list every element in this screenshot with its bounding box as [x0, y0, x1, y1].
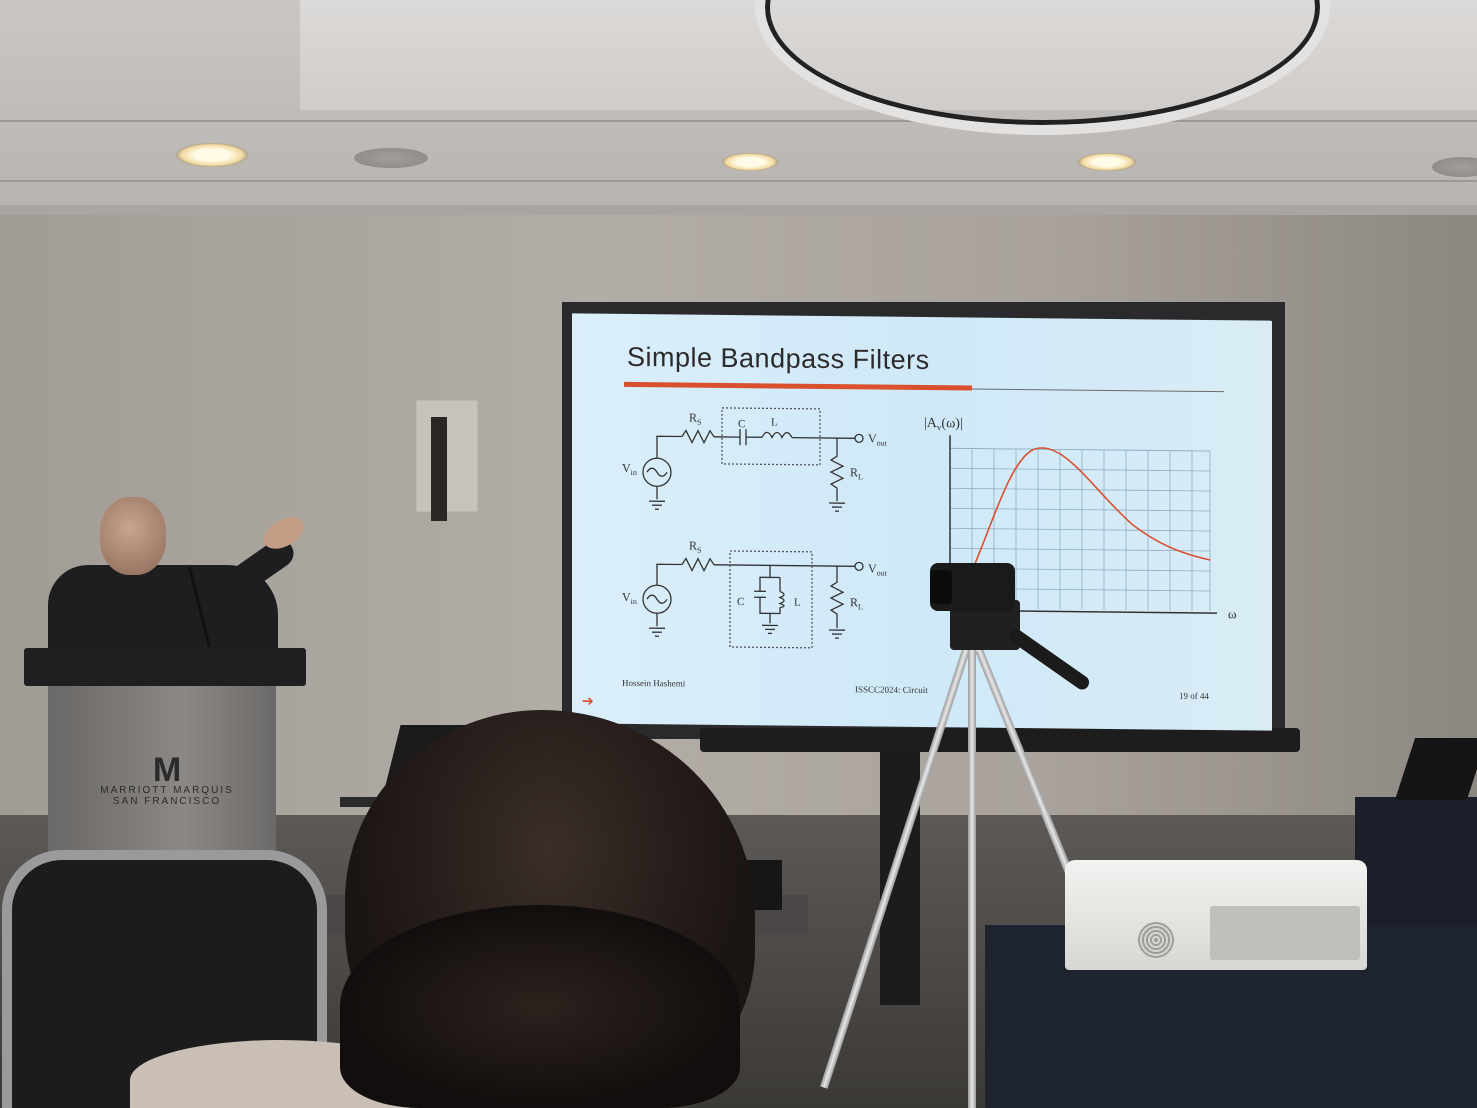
plot-ylabel: |Av(ω)| — [924, 416, 963, 432]
ground-icon — [649, 627, 665, 637]
sine-wave-icon — [646, 467, 668, 477]
label-rs: RS — [689, 539, 701, 555]
label-vout: Vout — [868, 431, 888, 447]
podium-logo: M MARRIOTT MARQUIS SAN FRANCISCO — [82, 751, 252, 807]
ceiling-speaker — [352, 146, 430, 170]
label-l: L — [771, 416, 778, 428]
output-node — [854, 433, 864, 443]
slide-footer-conference: ISSCC2024: Circuit — [855, 684, 928, 696]
resistor-rl-icon — [829, 438, 845, 502]
ceiling-light — [722, 153, 778, 171]
sine-wave-icon — [646, 594, 668, 604]
podium-logo-line1: MARRIOTT MARQUIS — [100, 785, 234, 796]
resistor-rs-icon — [681, 557, 715, 573]
ground-icon — [829, 629, 845, 639]
wire — [656, 435, 682, 459]
side-table — [1355, 797, 1477, 947]
inductor-l-icon — [778, 590, 785, 609]
screen-stand — [880, 745, 920, 1005]
label-c: C — [737, 596, 744, 608]
ground-icon — [762, 624, 778, 635]
inductor-l-icon — [761, 431, 793, 439]
wall-sconce-bar — [431, 417, 447, 521]
dashed-box — [729, 550, 813, 649]
ceiling-tile-line — [0, 120, 1477, 122]
parallel-lc-circuit — [642, 550, 864, 649]
podium-top — [24, 648, 306, 686]
label-vin: Vin — [622, 590, 637, 606]
camera-lens — [930, 570, 952, 604]
tripod-leg — [968, 650, 976, 1108]
bandpass-response-curve — [951, 447, 1211, 608]
ground-icon — [649, 500, 665, 510]
label-vin: Vin — [622, 461, 637, 477]
marriott-logo-icon: M — [152, 751, 182, 789]
slide-footer-author: Hossein Hashemi — [622, 677, 686, 689]
capacitor-c-icon — [739, 429, 747, 446]
label-rl: RL — [850, 465, 863, 481]
series-lc-circuit — [642, 407, 864, 512]
ceiling-light — [176, 143, 248, 167]
slide-footer-page: 19 of 44 — [1179, 690, 1209, 702]
label-c: C — [738, 418, 745, 430]
wall-sconce — [416, 400, 478, 512]
projector-vent — [1138, 922, 1174, 958]
podium-logo-line2: SAN FRANCISCO — [112, 796, 222, 807]
label-rs: RS — [689, 411, 701, 427]
label-l: L — [794, 597, 801, 609]
output-node — [854, 561, 864, 571]
ceiling-tile-line — [0, 180, 1477, 182]
ceiling-speaker — [1430, 155, 1477, 179]
presentation-slide: Simple Bandpass Filters — [572, 313, 1272, 731]
resistor-rs-icon — [681, 429, 715, 445]
screen-bottom-bar — [700, 728, 1300, 752]
label-rl: RL — [850, 595, 863, 611]
presenter-head — [100, 497, 166, 575]
audience-hair-bun — [340, 905, 740, 1108]
ground-icon — [829, 502, 845, 512]
ceiling-light — [1078, 153, 1136, 171]
plot-grid — [950, 447, 1211, 612]
resistor-rl-icon — [829, 566, 845, 629]
capacitor-c-icon — [754, 590, 766, 599]
slide-nav-arrow-icon: ➔ — [582, 693, 594, 710]
slide-figures: RS C L Vout RL Vin — [622, 407, 1237, 649]
label-vout: Vout — [868, 561, 888, 577]
plot-xlabel: ω — [1228, 606, 1237, 621]
projector-io-panel — [1210, 906, 1360, 960]
